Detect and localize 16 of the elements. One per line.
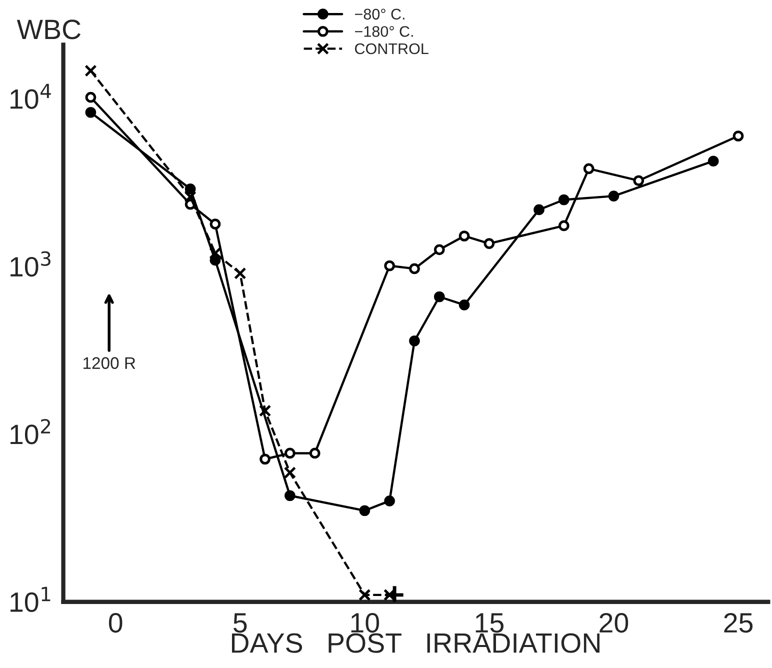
annotation: 1200 R bbox=[84, 357, 136, 369]
y-tick-label: 10$^{2}$ bbox=[10, 418, 50, 444]
x-tick-label: 10 bbox=[351, 613, 380, 633]
x-tick-label: 25 bbox=[724, 613, 753, 633]
legend-label: CONTROL bbox=[355, 43, 428, 54]
y-tick-label: 10$^{1}$ bbox=[10, 586, 50, 612]
x-tick-label: 20 bbox=[600, 613, 628, 633]
legend-label: −80° C. bbox=[355, 8, 404, 20]
y-tick-label: 10$^{4}$ bbox=[10, 84, 51, 109]
y-axis-title: WBC bbox=[16, 20, 81, 40]
x-tick-label: 15 bbox=[476, 613, 504, 633]
y-tick-label: 10$^{3}$ bbox=[10, 251, 50, 277]
x-axis-title: DAYS POST IRRADIATION bbox=[232, 633, 600, 653]
legend-label: −180° C. bbox=[355, 26, 413, 37]
x-tick-label: 0 bbox=[108, 613, 122, 633]
x-tick-label: 5 bbox=[234, 613, 247, 633]
